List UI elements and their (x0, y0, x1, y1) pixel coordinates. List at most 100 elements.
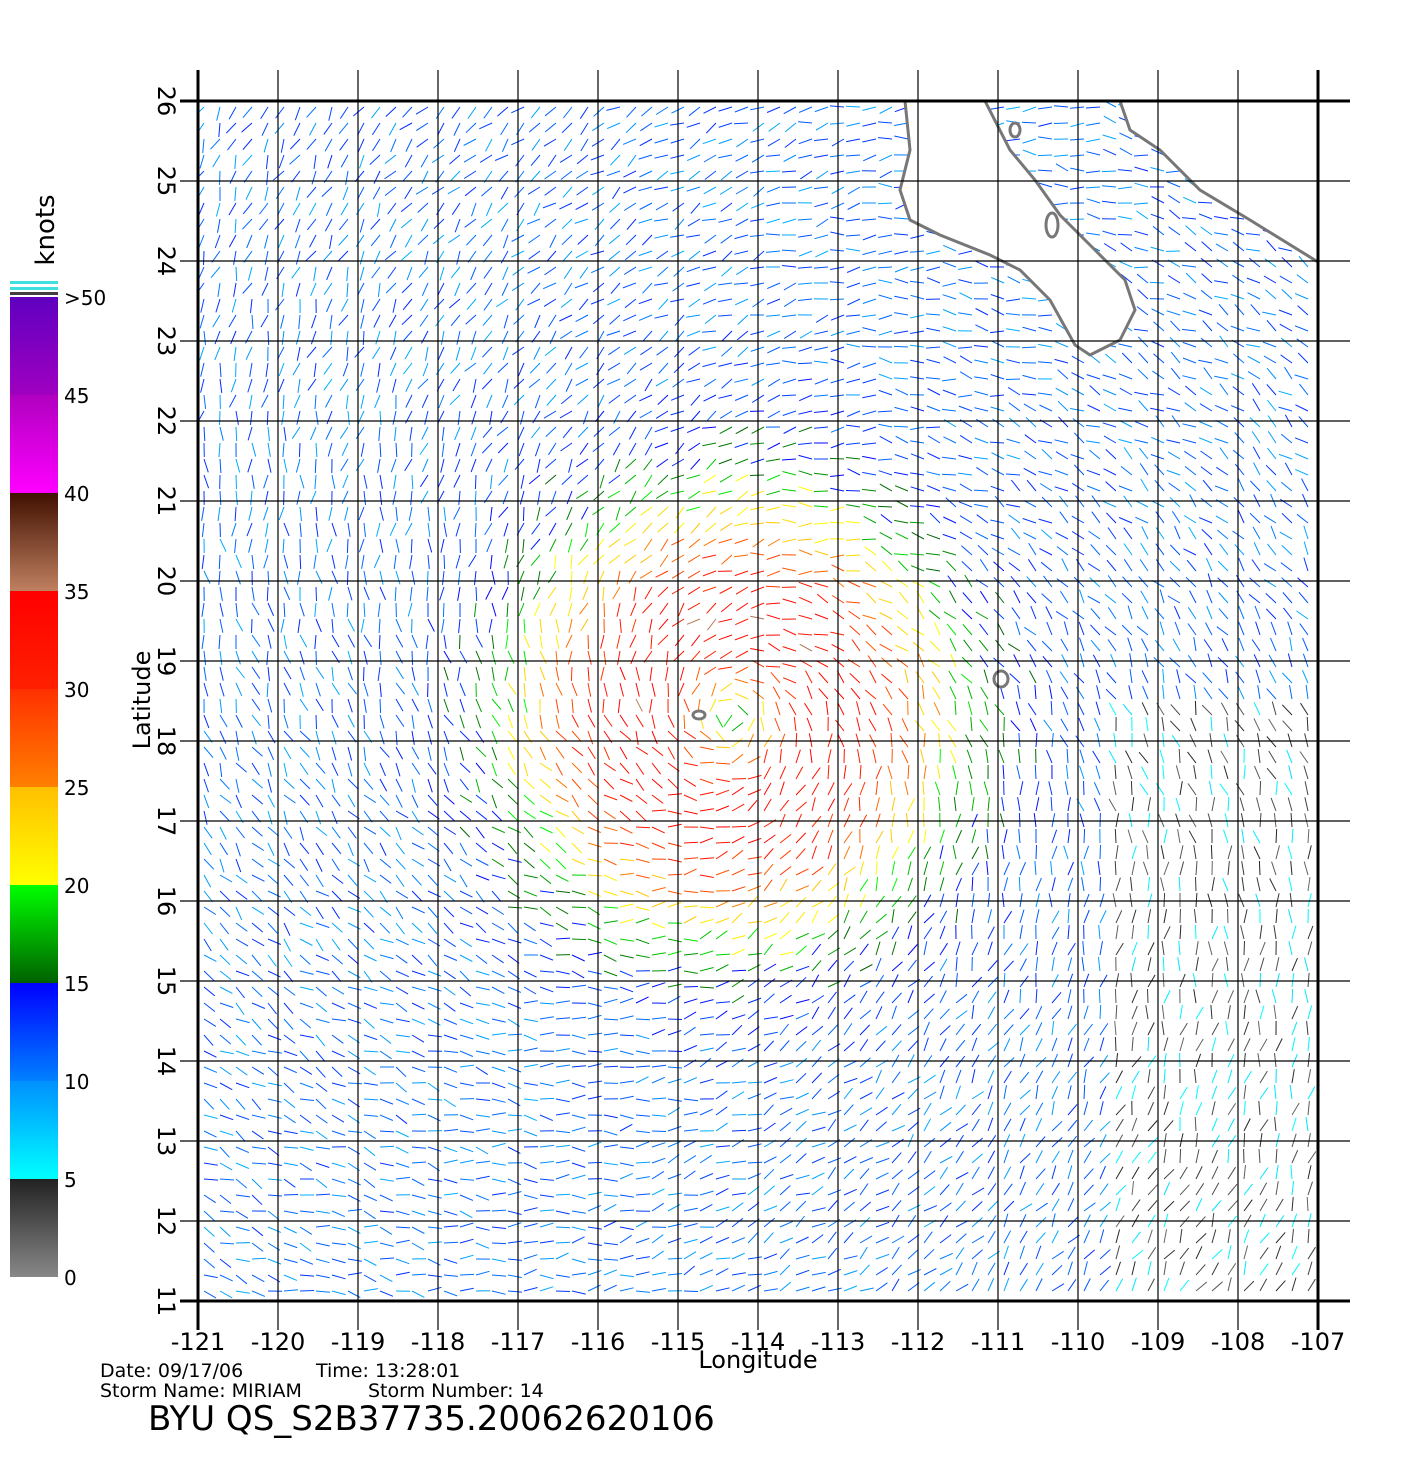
wind-vector (1100, 1005, 1101, 1019)
wind-vector (1212, 1086, 1217, 1099)
wind-vector (1006, 329, 1020, 331)
wind-vector (476, 1067, 488, 1075)
wind-vector (814, 187, 828, 189)
wind-vector (735, 107, 748, 112)
wind-vector (1276, 957, 1279, 971)
wind-vector (410, 555, 412, 569)
wind-vector (617, 603, 620, 617)
wind-vector (236, 1211, 248, 1218)
wind-vector (894, 251, 908, 254)
wind-vector (588, 1015, 602, 1019)
wind-vector (867, 625, 877, 635)
wind-vector (924, 1151, 931, 1163)
wind-vector (972, 1154, 983, 1163)
wind-vector (620, 1051, 634, 1055)
wind-vector (1254, 846, 1260, 859)
wind-vector (1214, 296, 1228, 299)
wind-vector (412, 1243, 424, 1250)
wind-vector (1079, 622, 1084, 635)
wind-vector (498, 363, 508, 373)
wind-vector (974, 408, 988, 411)
wind-vector (892, 1183, 899, 1195)
wind-vector (372, 107, 381, 118)
wind-vector (1297, 275, 1308, 283)
wind-vector (863, 427, 876, 431)
wind-vector (819, 689, 828, 700)
wind-vector (750, 283, 764, 286)
wind-vector (467, 299, 476, 310)
wind-vector (892, 1200, 901, 1211)
wind-vector (636, 795, 647, 804)
wind-vector (1020, 1182, 1026, 1195)
wind-vector (785, 690, 796, 699)
wind-vector (1086, 152, 1100, 155)
wind-vector (764, 903, 777, 908)
wind-vector (846, 602, 860, 603)
wind-vector (364, 1035, 377, 1040)
wind-vector (1196, 1217, 1205, 1227)
wind-vector (300, 1003, 313, 1008)
wind-vector (719, 635, 732, 640)
wind-vector (246, 187, 252, 200)
wind-vector (892, 927, 899, 939)
wind-vector (1169, 227, 1180, 235)
wind-vector (844, 1042, 855, 1051)
wind-vector (846, 491, 860, 492)
wind-vector (1303, 638, 1308, 651)
wind-vector (492, 747, 497, 760)
wind-vector (348, 907, 361, 912)
wind-vector (492, 763, 497, 776)
wind-vector (508, 923, 518, 933)
wind-vector (518, 427, 524, 440)
wind-vector (550, 235, 556, 248)
wind-vector (396, 1131, 409, 1137)
wind-vector (434, 219, 444, 229)
wind-vector (1281, 355, 1292, 363)
wind-vector (1036, 989, 1037, 1003)
wind-vector (531, 155, 540, 166)
wind-vector (492, 699, 501, 710)
wind-vector (476, 747, 486, 757)
wind-vector (878, 506, 892, 507)
wind-vector (1214, 281, 1228, 283)
wind-vector (508, 747, 514, 760)
wind-vector (609, 555, 620, 564)
wind-vector (501, 187, 508, 199)
wind-vector (1246, 328, 1260, 331)
wind-vector (1137, 307, 1148, 316)
wind-vector (527, 219, 540, 224)
wind-vector (324, 123, 332, 134)
wind-vector (926, 328, 940, 331)
wind-vector (785, 139, 796, 148)
wind-vector (485, 283, 492, 295)
wind-vector (716, 1107, 727, 1115)
wind-vector (1276, 893, 1279, 907)
wind-vector (300, 507, 302, 521)
wind-vector (942, 379, 956, 381)
wind-vector (1267, 320, 1276, 331)
wind-vector (529, 475, 540, 484)
wind-vector (456, 443, 460, 456)
wind-vector (394, 331, 396, 345)
wind-vector (486, 587, 492, 600)
wind-vector (503, 491, 508, 504)
wind-vector (1164, 1069, 1165, 1083)
wind-vector (1029, 543, 1036, 555)
wind-vector (412, 763, 420, 775)
wind-vector (540, 1223, 553, 1227)
wind-vector (1146, 717, 1148, 731)
wind-vector (967, 750, 972, 763)
wind-vector (767, 555, 780, 560)
wind-vector (1131, 877, 1133, 891)
wind-vector (1020, 1037, 1023, 1051)
wind-vector (691, 411, 700, 422)
wind-vector (545, 123, 556, 132)
wind-vector (1189, 831, 1196, 843)
wind-vector (456, 555, 460, 568)
wind-vector (1102, 201, 1116, 203)
wind-vector (782, 568, 796, 571)
wind-vector (620, 919, 634, 923)
wind-vector (405, 187, 412, 199)
wind-vector (545, 107, 556, 116)
wind-vector (636, 1019, 650, 1020)
